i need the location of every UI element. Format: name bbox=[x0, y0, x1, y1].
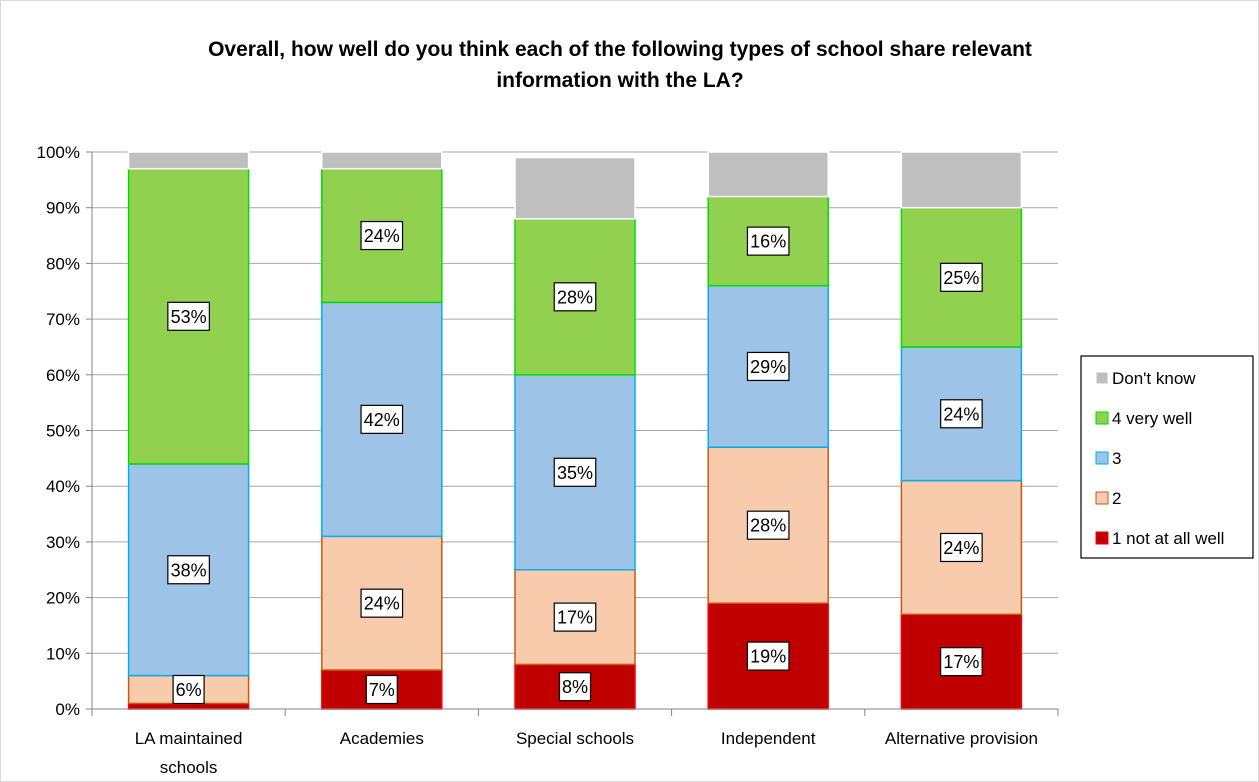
x-category-label: Alternative provision bbox=[885, 729, 1038, 748]
bar-segment bbox=[321, 151, 443, 170]
legend-label: 1 not at all well bbox=[1112, 529, 1224, 548]
data-label: 7% bbox=[369, 680, 395, 700]
data-label-box bbox=[172, 674, 205, 705]
y-tick-label: 0% bbox=[55, 700, 80, 719]
data-label-box bbox=[167, 301, 210, 331]
legend-swatch bbox=[1095, 531, 1109, 545]
chart-title: Overall, how well do you think each of t… bbox=[120, 34, 1120, 96]
x-category-label: LA maintained bbox=[135, 729, 243, 748]
data-label: 29% bbox=[750, 357, 786, 377]
legend-box bbox=[1080, 355, 1254, 559]
y-tick-label: 40% bbox=[46, 477, 80, 496]
data-label: 6% bbox=[176, 680, 202, 700]
data-label-box bbox=[558, 672, 592, 702]
y-tick-label: 60% bbox=[46, 366, 80, 385]
legend-label: 2 bbox=[1112, 489, 1121, 508]
data-label-box bbox=[940, 532, 983, 563]
x-category-label: Academies bbox=[340, 729, 424, 748]
data-label: 16% bbox=[750, 232, 786, 252]
data-label-box bbox=[167, 555, 210, 585]
y-tick-label: 90% bbox=[46, 199, 80, 218]
x-category-label: schools bbox=[160, 758, 218, 777]
legend-label: 3 bbox=[1112, 449, 1121, 468]
chart-title-line-1: Overall, how well do you think each of t… bbox=[208, 38, 1032, 61]
data-label: 42% bbox=[364, 410, 400, 430]
data-label-box bbox=[746, 641, 790, 671]
data-label-box bbox=[746, 226, 790, 256]
y-tick-label: 10% bbox=[46, 644, 80, 663]
y-tick-label: 70% bbox=[46, 310, 80, 329]
bar-segment bbox=[514, 156, 636, 220]
legend-swatch bbox=[1095, 491, 1109, 505]
data-label: 24% bbox=[364, 226, 400, 246]
data-label-box bbox=[553, 282, 597, 312]
legend-swatch bbox=[1095, 411, 1109, 425]
bar-segment bbox=[900, 151, 1023, 209]
data-label-box bbox=[360, 588, 404, 618]
legend-swatch bbox=[1095, 371, 1109, 385]
bar-segment bbox=[707, 151, 829, 198]
data-label-box bbox=[940, 399, 983, 429]
legend-label: Don't know bbox=[1112, 369, 1196, 388]
data-label-box bbox=[746, 351, 790, 382]
bar-segment bbox=[127, 151, 250, 170]
data-label: 8% bbox=[562, 677, 588, 697]
data-label: 17% bbox=[943, 652, 979, 672]
data-label: 53% bbox=[171, 307, 207, 327]
chart-title-line-2: information with the LA? bbox=[496, 69, 744, 92]
y-tick-label: 100% bbox=[37, 143, 80, 162]
data-label: 17% bbox=[557, 608, 593, 628]
data-label-box bbox=[940, 262, 983, 292]
data-label: 19% bbox=[750, 647, 786, 667]
bar-segment bbox=[127, 702, 250, 710]
data-label: 24% bbox=[943, 404, 979, 424]
y-tick-label: 50% bbox=[46, 422, 80, 441]
data-label-box bbox=[940, 647, 983, 677]
data-label: 35% bbox=[557, 463, 593, 483]
data-label-box bbox=[360, 220, 404, 251]
data-label-box bbox=[360, 404, 404, 434]
data-label-box bbox=[746, 510, 790, 540]
data-label: 38% bbox=[171, 560, 207, 580]
data-label-box bbox=[553, 457, 597, 487]
legend-swatch bbox=[1095, 451, 1109, 465]
y-tick-label: 30% bbox=[46, 533, 80, 552]
y-tick-label: 20% bbox=[46, 589, 80, 608]
data-label: 25% bbox=[943, 268, 979, 288]
data-label: 28% bbox=[750, 516, 786, 536]
x-category-label: Independent bbox=[721, 729, 816, 748]
x-category-label: Special schools bbox=[516, 729, 634, 748]
legend-label: 4 very well bbox=[1112, 409, 1192, 428]
data-label-box bbox=[365, 674, 398, 705]
data-label-box bbox=[553, 602, 597, 632]
y-tick-label: 80% bbox=[46, 254, 80, 273]
data-label: 24% bbox=[364, 594, 400, 614]
data-label: 28% bbox=[557, 287, 593, 307]
data-label: 24% bbox=[943, 538, 979, 558]
